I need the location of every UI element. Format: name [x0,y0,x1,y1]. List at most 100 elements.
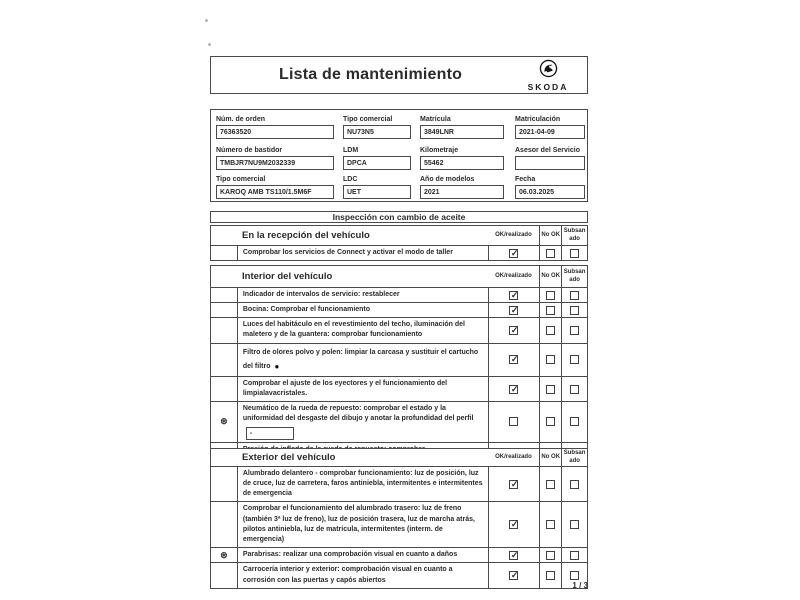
registration-date-input[interactable]: 2021-04-09 [515,125,585,139]
row-margin-cell [211,467,238,502]
checkbox-subsanado[interactable] [570,305,580,315]
row-text: Filtro de olores polvo y polen: limpiar … [242,348,479,370]
checkbox-subsanado[interactable] [570,290,580,300]
checkbox-subsanado[interactable] [570,571,580,581]
row-description: Neumático de la rueda de repuesto: compr… [238,402,488,441]
no-ok-cell [539,563,561,589]
skoda-winged-arrow-icon [539,59,557,78]
column-header-ok: OK/realizado [495,272,532,279]
checkbox-subsanado[interactable] [570,550,580,560]
field-label-order-number: Núm. de orden [216,116,266,123]
row-description: Carrocería interior y exterior: comproba… [238,563,488,588]
checkbox-ok[interactable] [509,417,519,427]
no-ok-cell [539,246,561,261]
row-text: Parabrisas: realizar una comprobación vi… [242,550,458,558]
subsanado-cell [561,288,587,303]
row-description: Bocina: Comprobar el funcionamiento [238,303,488,317]
checkbox-subsanado[interactable] [570,355,580,365]
checkbox-ok[interactable] [509,325,518,336]
column-header-no-ok: No OK [539,266,561,287]
checkbox-subsanado[interactable] [570,520,580,530]
table-row: Comprobar el funcionamiento del alumbrad… [211,501,587,547]
row-text: Indicador de intervalos de servicio: res… [242,291,400,298]
model-type-input[interactable]: KAROQ AMB TS110/1.5M6F [216,185,334,199]
footnote-circle-icon: ⊛ [220,416,228,427]
checkbox-ok[interactable] [509,305,518,316]
ldc-input[interactable]: UET [343,185,411,199]
subsanado-cell [561,502,587,547]
field-label-model-year: Año de modelos [420,176,475,183]
checkbox-ok[interactable] [509,248,518,259]
row-margin-cell [211,377,238,402]
checkbox-no-ok[interactable] [546,305,556,315]
page-number: 1 / 3 [572,581,588,590]
table-row: Comprobar los servicios de Connect y act… [211,246,587,261]
ok-cell [487,288,540,303]
mileage-input[interactable]: 55462 [420,156,504,170]
checkbox-no-ok[interactable] [546,355,556,365]
checkbox-no-ok[interactable] [546,571,556,581]
column-header-ok: OK/realizado [495,231,532,238]
model-year-input[interactable]: 2021 [420,185,504,199]
field-label-mileage: Kilometraje [420,147,459,154]
no-ok-cell [539,318,561,343]
checkbox-subsanado[interactable] [570,384,580,394]
no-ok-cell [539,502,561,547]
date-input[interactable]: 06.03.2025 [515,185,585,199]
subsanado-cell [561,467,587,502]
checkbox-ok[interactable] [509,570,518,581]
field-label-vin: Número de bastidor [216,147,283,154]
checkbox-ok[interactable] [509,384,518,395]
checkbox-subsanado[interactable] [570,479,580,489]
ok-cell [487,467,540,502]
column-header-no-ok: No OK [539,449,561,466]
checkbox-ok[interactable] [509,354,518,365]
row-text: Neumático de la rueda de repuesto: compr… [242,405,474,423]
row-text: Luces del habitáculo en el revestimiento… [242,321,465,339]
ok-cell [487,303,540,318]
row-margin-cell [211,288,238,303]
vin-input[interactable]: TMBJR7NU9M2032339 [216,156,334,170]
checkbox-no-ok[interactable] [546,384,556,394]
checkbox-no-ok[interactable] [546,520,556,530]
checkbox-ok[interactable] [509,519,518,530]
field-label-registration-date: Matriculación [515,116,561,123]
checkbox-no-ok[interactable] [546,550,556,560]
row-description: Alumbrado delantero - comprobar funciona… [238,467,488,501]
tread-depth-input[interactable]: - [245,426,294,440]
row-margin-cell: ⊛ [211,547,238,563]
checkbox-ok[interactable] [509,550,518,561]
order-number-input[interactable]: 76363520 [216,125,334,139]
checkbox-no-ok[interactable] [546,290,556,300]
subsanado-cell [561,318,587,343]
row-description: Comprobar el ajuste de los eyectores y e… [238,377,488,401]
field-label-commercial-type: Tipo comercial [343,116,393,123]
checkbox-no-ok[interactable] [546,479,556,489]
ldm-input[interactable]: DPCA [343,156,411,170]
checkbox-no-ok[interactable] [546,325,556,335]
checkbox-no-ok[interactable] [546,248,556,258]
service-advisor-input[interactable] [515,156,585,170]
exterior-checklist-table: Exterior del vehículo OK/realizado No OK… [210,448,588,590]
checkbox-ok[interactable] [509,479,518,490]
commercial-type-input[interactable]: NU73N5 [343,125,411,139]
checkbox-subsanado[interactable] [570,248,580,258]
checkbox-no-ok[interactable] [546,417,556,427]
table-section-title: Interior del vehículo [242,271,333,282]
subsanado-cell [561,563,587,589]
plate-input[interactable]: 3849LNR [420,125,504,139]
no-ok-cell [539,377,561,402]
checkbox-subsanado[interactable] [570,325,580,335]
subsanado-cell [561,343,587,377]
field-label-service-advisor: Asesor del Servicio [515,147,580,154]
no-ok-cell [539,467,561,502]
column-header-ok: OK/realizado [495,453,532,460]
row-margin-cell [211,563,238,589]
reception-checklist-table: En la recepción del vehículo OK/realizad… [210,225,588,262]
row-description: Indicador de intervalos de servicio: res… [238,288,488,302]
column-header-subsanado: Subsanado [561,449,587,466]
row-description: Parabrisas: realizar una comprobación vi… [238,548,488,562]
checkbox-ok[interactable] [509,290,518,301]
checkbox-subsanado[interactable] [570,417,580,427]
row-margin-cell [211,303,238,318]
